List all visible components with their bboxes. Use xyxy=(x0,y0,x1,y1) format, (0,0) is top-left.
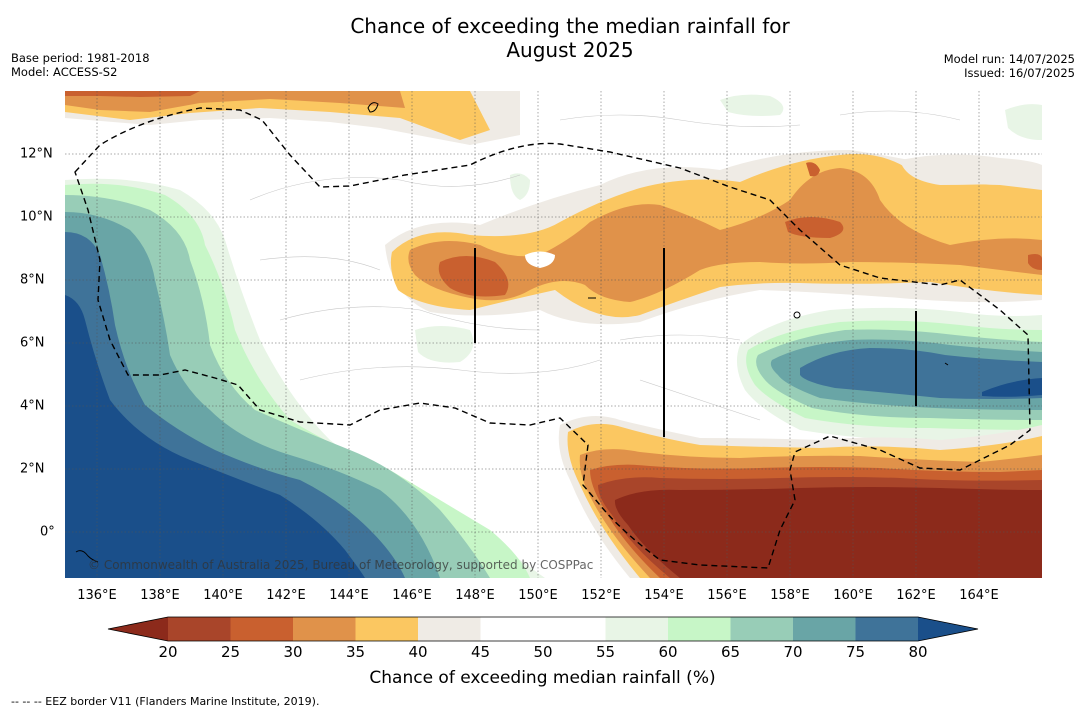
x-tick-label: 138°E xyxy=(140,588,180,603)
x-tick-label: 136°E xyxy=(77,588,117,603)
x-tick-label: 158°E xyxy=(770,588,810,603)
eez-border-line xyxy=(74,107,1031,569)
colorbar-segment xyxy=(480,617,543,641)
island-chains xyxy=(474,248,917,437)
contour-line xyxy=(249,174,521,201)
colorbar-segment xyxy=(230,617,293,641)
title-line-1: Chance of exceeding the median rainfall … xyxy=(350,14,790,38)
y-tick-label: 4°N xyxy=(20,398,45,414)
x-tick-label: 152°E xyxy=(581,588,621,603)
colorbar-segment xyxy=(605,617,668,641)
colorbar-segment xyxy=(668,617,731,641)
west-deep-blue xyxy=(65,295,365,578)
colorbar-segment xyxy=(293,617,356,641)
colorbar-tick: 35 xyxy=(345,643,366,661)
contour-line xyxy=(299,359,601,381)
x-tick-label: 162°E xyxy=(896,588,936,603)
colorbar-outline xyxy=(107,616,979,642)
band-mid-orange xyxy=(408,168,1042,302)
colorbar-tick: 25 xyxy=(220,643,241,661)
patch-red-159 xyxy=(806,162,820,177)
patch-green-150 xyxy=(510,173,530,200)
colorbar-tick: 75 xyxy=(845,643,866,661)
title-line-2: August 2025 xyxy=(506,38,634,62)
colorbar-segment xyxy=(543,617,606,641)
island xyxy=(944,362,949,366)
base-period: Base period: 1981-2018 xyxy=(11,51,150,65)
meta-left: Base period: 1981-2018 Model: ACCESS-S2 xyxy=(11,51,150,79)
graticule xyxy=(65,91,1042,578)
issued-date: Issued: 16/07/2025 xyxy=(964,66,1075,80)
islands xyxy=(75,102,949,563)
x-tick-label: 144°E xyxy=(329,588,369,603)
patch-green-ne xyxy=(720,94,784,116)
x-tick-label: 148°E xyxy=(455,588,495,603)
se-deepest-red xyxy=(614,487,1042,578)
colorbar-tick: 70 xyxy=(783,643,803,661)
y-tick-label: 2°N xyxy=(20,461,45,477)
x-tick-label: 164°E xyxy=(959,588,999,603)
colorbar-segment xyxy=(168,617,231,641)
model-run: Model run: 14/07/2025 xyxy=(943,52,1075,66)
y-tick-label: 12°N xyxy=(20,146,53,162)
x-tick-label: 154°E xyxy=(644,588,684,603)
patch-red-158 xyxy=(785,217,844,238)
patch-red-165 xyxy=(1028,254,1042,270)
contour-line xyxy=(259,256,381,271)
patch-red-148 xyxy=(438,256,509,297)
colorbar-segment xyxy=(730,617,793,641)
colorbar-tick: 60 xyxy=(658,643,678,661)
x-tick-label: 156°E xyxy=(707,588,747,603)
contour-line xyxy=(639,379,761,421)
east-blue xyxy=(800,348,1042,399)
island xyxy=(793,311,801,319)
x-tick-label: 142°E xyxy=(266,588,306,603)
y-tick-label: 10°N xyxy=(20,209,53,225)
colorbar-segment xyxy=(855,617,918,641)
y-tick-label: 6°N xyxy=(20,335,45,351)
contour-line xyxy=(559,114,801,127)
contour-line xyxy=(619,334,741,341)
x-tick-label: 150°E xyxy=(518,588,558,603)
copyright-credit: © Commonwealth of Australia 2025, Bureau… xyxy=(88,558,594,572)
meta-right: Model run: 14/07/2025 Issued: 16/07/2025 xyxy=(944,52,1075,80)
colorbar-segment xyxy=(355,617,418,641)
colorbar-tick: 40 xyxy=(408,643,428,661)
x-tick-label: 160°E xyxy=(833,588,873,603)
island xyxy=(367,102,379,113)
colorbar-tick: 45 xyxy=(470,643,491,661)
contour-line xyxy=(279,306,541,331)
gap-white-150 xyxy=(525,251,555,268)
y-tick-label: 0° xyxy=(40,524,55,540)
east-deep-blue xyxy=(982,378,1042,397)
island xyxy=(75,550,99,563)
eez-border xyxy=(74,107,1031,569)
colorbar-tick: 65 xyxy=(720,643,741,661)
map-title: Chance of exceeding the median rainfall … xyxy=(0,14,1085,62)
patch-green-ne-2 xyxy=(1005,104,1042,140)
colorbar-under-arrow xyxy=(108,617,168,641)
colorbar-tick: 20 xyxy=(158,643,178,661)
patch-green-147 xyxy=(415,326,474,363)
contour-line xyxy=(839,110,961,121)
model-name: Model: ACCESS-S2 xyxy=(11,65,118,79)
patch-neutral-ne xyxy=(900,154,1042,185)
colorbar-tick: 30 xyxy=(283,643,303,661)
x-tick-label: 146°E xyxy=(392,588,432,603)
colorbar xyxy=(107,616,979,642)
y-tick-label: 8°N xyxy=(20,272,45,288)
x-tick-label: 140°E xyxy=(203,588,243,603)
contour-lines xyxy=(249,110,961,421)
colorbar-segment xyxy=(418,617,481,641)
colorbar-label: Chance of exceeding median rainfall (%) xyxy=(369,668,716,688)
band-top-red xyxy=(65,91,200,97)
colorbar-tick: 50 xyxy=(533,643,553,661)
map-field xyxy=(65,91,1042,578)
eez-footnote: -- -- -- EEZ border V11 (Flanders Marine… xyxy=(11,695,320,708)
colorbar-tick: 55 xyxy=(595,643,616,661)
colorbar-segment xyxy=(793,617,856,641)
colorbar-tick: 80 xyxy=(908,643,928,661)
colorbar-over-arrow xyxy=(918,617,978,641)
